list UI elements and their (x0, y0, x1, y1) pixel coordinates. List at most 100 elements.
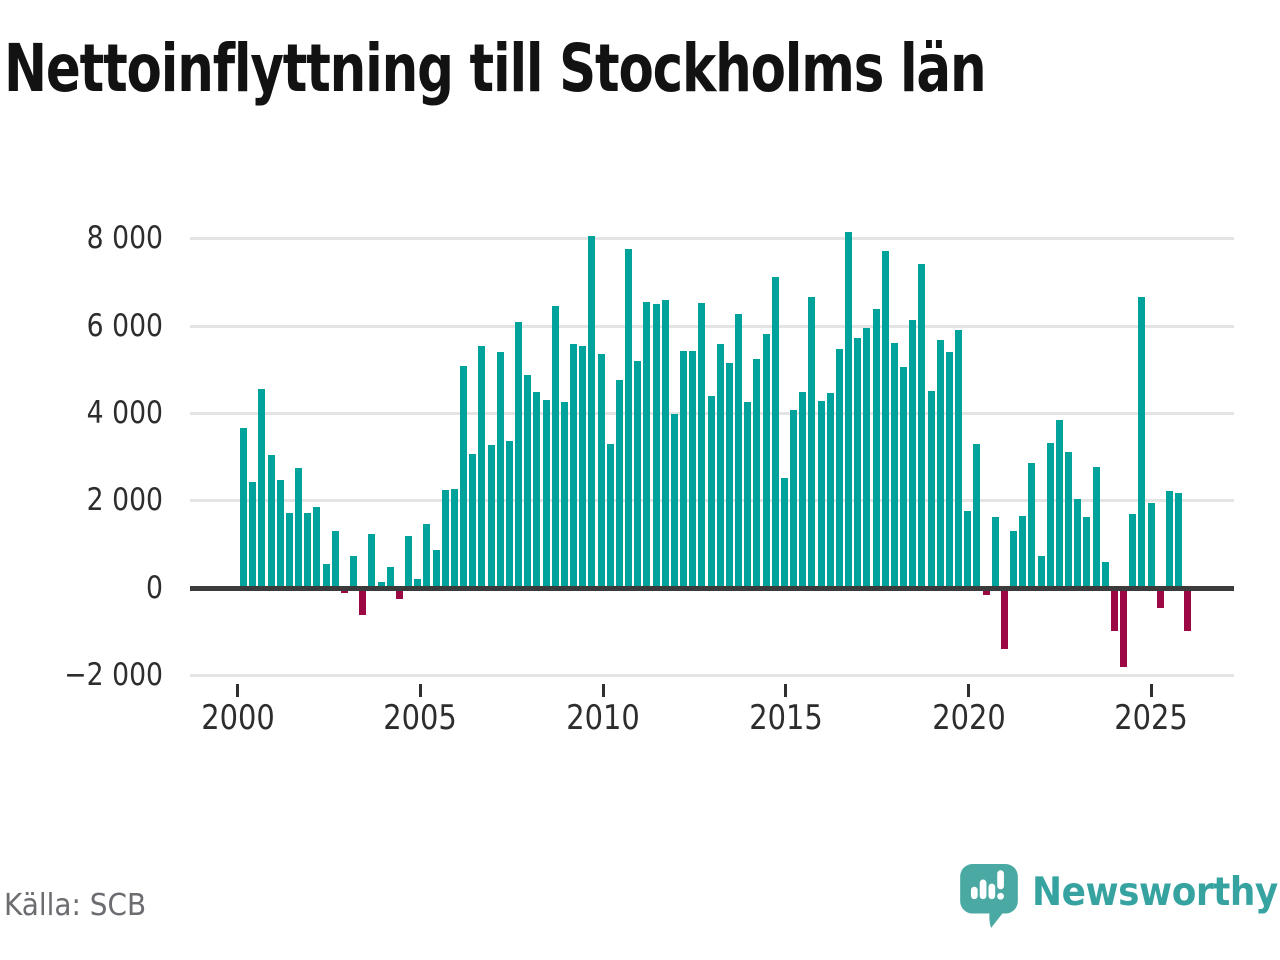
bar-q88 (1046, 443, 1054, 588)
y-axis-label: 4 000 (86, 394, 163, 431)
zero-axis-line (190, 585, 1234, 591)
bar-q101 (1165, 490, 1173, 588)
bar-q42 (625, 248, 633, 588)
bar-q79 (964, 511, 972, 588)
bar-q80 (973, 444, 981, 588)
bar-q94 (1101, 562, 1109, 588)
bar-q22 (441, 490, 449, 588)
bar-q46 (661, 299, 669, 588)
gridline-6000 (190, 324, 1234, 328)
bar-q91 (1074, 498, 1082, 588)
bar-q87 (1037, 556, 1045, 588)
bar-q17 (395, 588, 403, 599)
bar-q68 (863, 328, 871, 588)
bar-q76 (936, 340, 944, 588)
bar-q71 (890, 342, 898, 588)
bar-q89 (1055, 419, 1063, 588)
bar-q11 (340, 588, 348, 593)
bar-q14 (368, 533, 376, 588)
bar-q27 (487, 445, 495, 588)
bar-q90 (1065, 452, 1073, 588)
bar-q78 (955, 329, 963, 588)
bar-q81 (982, 588, 990, 596)
brand-logo: Newsworthy (958, 860, 1278, 932)
bar-q100 (1156, 588, 1164, 609)
bar-q33 (542, 400, 550, 588)
source-label: Källa: SCB (4, 888, 147, 923)
bar-q24 (460, 366, 468, 588)
bar-q74 (918, 264, 926, 588)
bar-q103 (1184, 588, 1192, 631)
bar-q26 (478, 346, 486, 588)
bar-q18 (405, 536, 413, 588)
chart-title: Nettoinflyttning till Stockholms län (4, 30, 987, 107)
bar-q60 (790, 410, 798, 588)
bar-q73 (909, 319, 917, 588)
bar-q65 (835, 348, 843, 588)
x-axis-label: 2020 (931, 698, 1006, 738)
bar-q40 (606, 443, 614, 588)
bar-q6 (295, 467, 303, 588)
mini-bar-2 (979, 879, 987, 900)
x-axis-label: 2010 (566, 698, 640, 738)
bar-q57 (762, 334, 770, 588)
mini-bar-1 (970, 886, 978, 900)
bar-q64 (826, 393, 834, 588)
bar-q54 (735, 314, 743, 588)
y-axis-label: 8 000 (86, 220, 163, 257)
bar-q41 (615, 379, 623, 588)
bar-q50 (698, 303, 706, 588)
bar-q36 (570, 344, 578, 588)
gridline--2000 (190, 673, 1234, 677)
bar-q19 (414, 578, 422, 588)
y-axis-label: −2 000 (64, 656, 163, 693)
bar-q53 (725, 362, 733, 588)
y-axis-label: 2 000 (86, 482, 163, 519)
bar-q55 (744, 402, 752, 588)
bar-q62 (808, 297, 816, 588)
x-tick-2025 (1149, 684, 1153, 697)
bar-q7 (304, 512, 312, 588)
bar-q25 (469, 454, 477, 588)
exclamation-stem (997, 870, 1004, 890)
bar-q21 (432, 550, 440, 588)
bar-q4 (276, 480, 284, 588)
bar-q93 (1092, 467, 1100, 588)
y-axis-label: 0 (146, 569, 163, 606)
x-tick-2000 (236, 684, 239, 697)
bar-q67 (854, 338, 862, 588)
brand-wordmark: Newsworthy (1032, 870, 1278, 915)
bar-q0 (240, 428, 248, 588)
bar-q84 (1010, 531, 1018, 588)
bar-q43 (634, 361, 642, 588)
x-tick-2020 (967, 684, 970, 697)
bar-q13 (359, 588, 367, 615)
bar-q48 (680, 351, 688, 588)
x-axis-label: 2005 (383, 698, 458, 738)
bar-q99 (1147, 503, 1155, 588)
bar-q96 (1120, 588, 1128, 667)
bar-q12 (350, 556, 358, 588)
bar-q66 (845, 231, 853, 588)
bar-q45 (652, 303, 660, 588)
bar-q102 (1175, 493, 1183, 588)
bar-q61 (799, 391, 807, 588)
bar-q47 (670, 414, 678, 588)
bar-q1 (249, 481, 257, 588)
bar-q51 (707, 395, 715, 588)
x-tick-2005 (418, 684, 422, 697)
bar-q59 (780, 478, 788, 588)
bar-q56 (753, 359, 761, 588)
bar-q39 (597, 354, 605, 588)
bar-q32 (533, 391, 541, 588)
mini-bar-3 (988, 883, 996, 900)
bar-q30 (515, 322, 523, 588)
x-axis-label: 2025 (1114, 698, 1189, 738)
bar-q75 (927, 390, 935, 588)
bar-q31 (524, 374, 532, 588)
bar-q44 (643, 302, 651, 588)
bar-q2 (258, 388, 266, 588)
x-axis-label: 2015 (749, 698, 823, 738)
